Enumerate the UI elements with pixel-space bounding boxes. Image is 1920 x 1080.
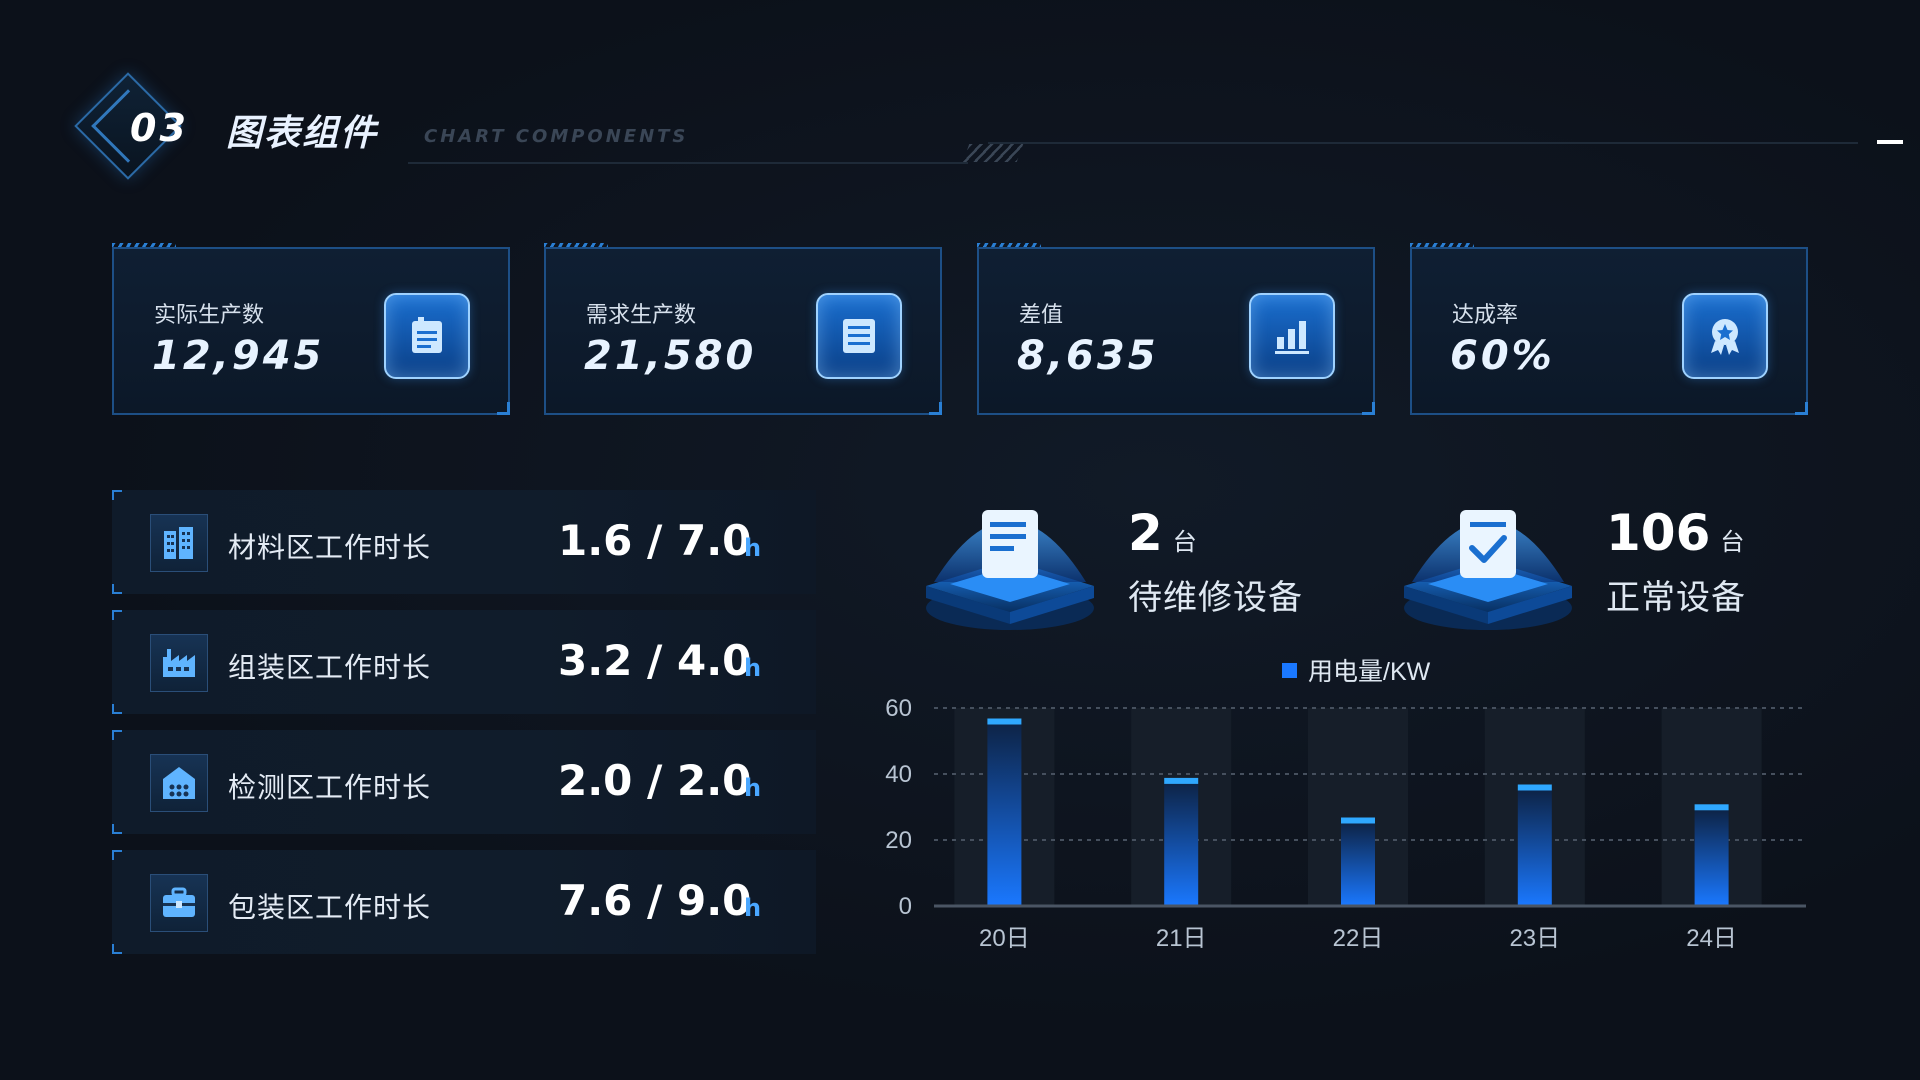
power-usage-chart: 0 20 40 60 20日 21日 22日 23日 24日 用电量/KW [860,648,1820,968]
document-icon [922,490,1098,640]
header-dash-decoration [1877,140,1903,144]
kpi-card-rate: 达成率 60% [1410,243,1808,415]
list-item: 包装区工作时长 7.6 / 9.0 h [112,850,816,954]
equipment-label: 待维修设备 [1128,579,1303,617]
work-area-value: 3.2 / 4.0 [558,636,752,685]
kpi-label: 实际生产数 [154,302,265,327]
y-tick-label: 20 [885,827,912,854]
kpi-card-demand: 需求生产数 21,580 [544,243,942,415]
header-divider [988,142,1858,144]
list-item: 检测区工作时长 2.0 / 2.0 h [112,730,816,834]
header-slash-decoration [962,144,1024,162]
y-tick-label: 0 [899,893,912,920]
bar-chart: 0 20 40 60 20日 21日 22日 23日 24日 用电量/KW [885,658,1806,952]
list-item: 组装区工作时长 3.2 / 4.0 h [112,610,816,714]
work-area-list: 材料区工作时长 1.6 / 7.0 h 组装区工作时长 3.2 / 4.0 h … [112,490,816,970]
bar-cap [987,718,1022,725]
equipment-count: 106 台 [1606,504,1744,562]
kpi-value: 8,635 [1017,333,1159,379]
x-tick-label: 20日 [979,925,1030,952]
award-badge-icon [1682,293,1768,379]
clipboard-icon [384,293,470,379]
work-area-label: 材料区工作时长 [228,532,432,563]
x-tick-label: 24日 [1686,925,1737,952]
kpi-label: 达成率 [1452,302,1519,327]
kpi-label: 差值 [1019,302,1064,327]
equipment-normal-stat: 106 台 正常设备 [1400,490,1820,640]
y-tick-label: 60 [885,695,912,722]
work-area-unit: h [744,654,762,682]
bar [987,724,1022,906]
building-icon [150,514,208,572]
kpi-row: 实际生产数 12,945 需求生产数 21,580 差值 8,635 达成率 6… [112,243,1808,417]
header-divider [408,162,968,164]
work-area-unit: h [744,894,762,922]
kpi-card-actual: 实际生产数 12,945 [112,243,510,415]
work-area-unit: h [744,534,762,562]
kpi-value: 12,945 [152,333,325,379]
kpi-value: 60% [1450,333,1555,379]
x-tick-label: 23日 [1509,925,1560,952]
work-area-value: 7.6 / 9.0 [558,876,752,925]
y-tick-label: 40 [885,761,912,788]
checklist-icon [1400,490,1576,640]
equipment-label: 正常设备 [1606,579,1746,617]
factory-icon [150,634,208,692]
x-tick-label: 22日 [1333,925,1384,952]
bar [1694,810,1729,906]
bar [1164,783,1199,906]
bar [1341,823,1375,906]
work-area-label: 包装区工作时长 [228,892,432,923]
bar-cap [1517,784,1552,791]
warehouse-icon [150,754,208,812]
x-tick-label: 21日 [1156,925,1207,952]
toolbox-icon [150,874,208,932]
bar-chart-icon [1249,293,1335,379]
kpi-label: 需求生产数 [586,302,697,327]
work-area-value: 1.6 / 7.0 [558,516,752,565]
bar-cap [1341,817,1375,824]
work-area-unit: h [744,774,762,802]
legend-label: 用电量/KW [1308,658,1431,686]
page-subtitle: CHART COMPONENTS [424,126,689,147]
bar [1517,790,1552,906]
kpi-card-difference: 差值 8,635 [977,243,1375,415]
bar-cap [1694,804,1729,811]
kpi-value: 21,580 [584,333,757,379]
work-area-label: 检测区工作时长 [228,772,432,803]
count-unit: 台 [1720,528,1745,556]
document-list-icon [816,293,902,379]
work-area-value: 2.0 / 2.0 [558,756,752,805]
bar-cap [1164,777,1199,784]
work-area-label: 组装区工作时长 [228,652,432,683]
list-item: 材料区工作时长 1.6 / 7.0 h [112,490,816,594]
section-number: 03 [130,106,189,150]
count-value: 2 [1128,504,1163,562]
legend-swatch [1282,663,1297,678]
count-unit: 台 [1172,528,1197,556]
count-value: 106 [1606,504,1711,562]
section-header: 03 图表组件 CHART COMPONENTS [74,72,1903,188]
page-title: 图表组件 [226,113,379,154]
